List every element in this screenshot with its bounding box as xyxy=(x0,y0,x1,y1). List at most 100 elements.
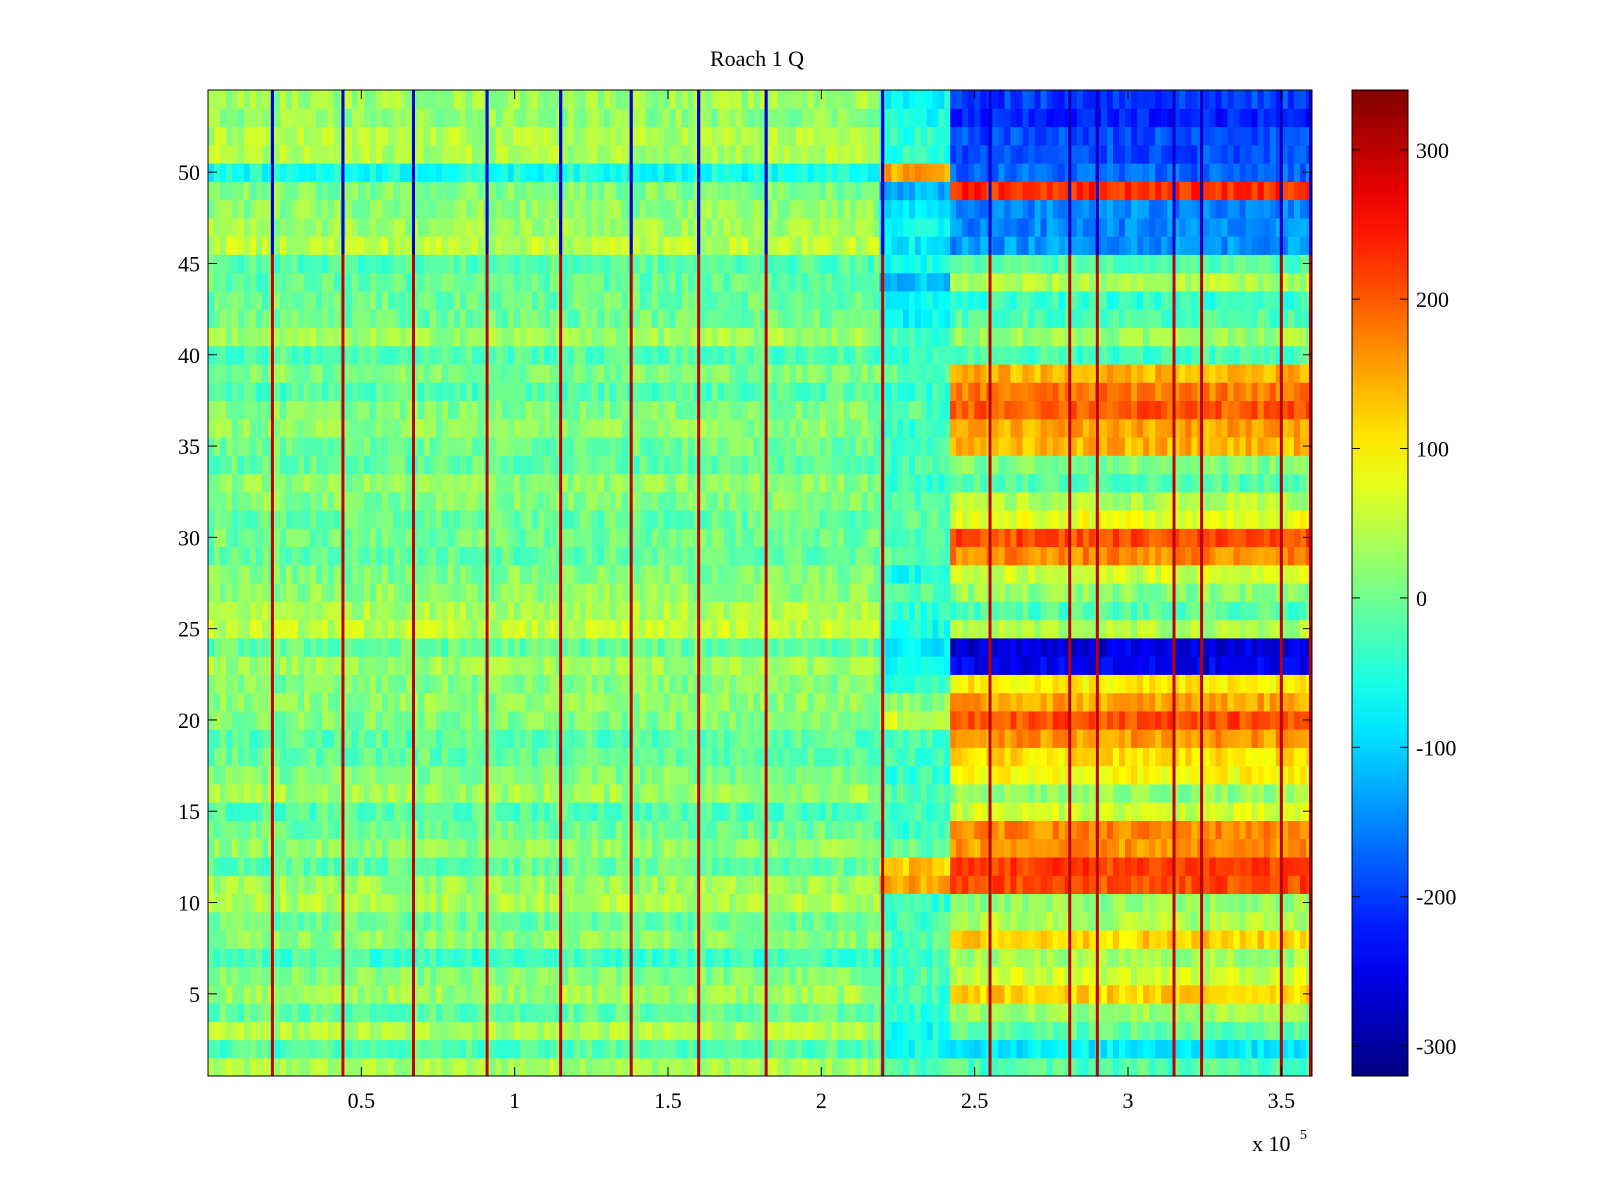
heatmap-cell xyxy=(214,509,221,529)
heatmap-cell xyxy=(393,1057,401,1076)
heatmap-cell xyxy=(633,838,641,858)
heatmap-cell xyxy=(711,272,719,292)
heatmap-cell xyxy=(399,382,407,402)
heatmap-cell xyxy=(783,564,791,584)
heatmap-cell xyxy=(243,1021,251,1041)
heatmap-cell xyxy=(693,345,701,365)
heatmap-cell xyxy=(411,528,419,548)
heatmap-cell xyxy=(315,436,323,456)
heatmap-cell xyxy=(219,363,227,383)
heatmap-cell xyxy=(693,363,701,383)
heatmap-cell xyxy=(789,875,797,895)
heatmap-cell xyxy=(579,747,587,767)
heatmap-cell xyxy=(747,400,755,420)
heatmap-cell xyxy=(453,911,461,931)
heatmap-cell xyxy=(843,290,851,310)
heatmap-cell xyxy=(633,382,641,402)
heatmap-cell xyxy=(465,1021,473,1041)
heatmap-cell xyxy=(214,528,221,548)
heatmap-cell xyxy=(405,747,413,767)
heatmap-cell xyxy=(285,929,293,949)
heatmap-cell xyxy=(531,1021,539,1041)
heatmap-cell xyxy=(225,893,233,913)
heatmap-cell xyxy=(609,619,617,639)
heatmap-cell xyxy=(861,893,869,913)
heatmap-cell xyxy=(453,948,461,968)
heatmap-cell xyxy=(717,656,725,675)
heatmap-cell xyxy=(597,820,605,840)
heatmap-cell xyxy=(807,692,815,712)
heatmap-cell xyxy=(333,491,341,511)
heatmap-cell xyxy=(309,546,317,566)
heatmap-cell xyxy=(381,674,389,694)
heatmap-cell xyxy=(747,473,755,493)
heatmap-cell xyxy=(543,692,551,712)
heatmap-cell xyxy=(651,309,659,328)
heatmap-cell xyxy=(771,509,779,529)
heatmap-cell xyxy=(309,528,317,548)
heatmap-cell xyxy=(321,948,329,968)
heatmap-cell xyxy=(567,601,575,621)
heatmap-cell xyxy=(699,583,707,602)
heatmap-cell xyxy=(567,327,575,347)
heatmap-cell xyxy=(255,509,263,529)
heatmap-cell xyxy=(867,911,875,931)
heatmap-cell xyxy=(315,656,323,675)
heatmap-cell xyxy=(555,710,563,730)
heatmap-cell xyxy=(291,820,299,840)
heatmap-cell xyxy=(531,984,539,1004)
heatmap-cell xyxy=(381,564,389,584)
heatmap-cell xyxy=(225,710,233,730)
heatmap-cell xyxy=(285,710,293,730)
heatmap-cell xyxy=(699,911,707,931)
heatmap-cell xyxy=(753,637,761,657)
heatmap-cell xyxy=(843,564,851,584)
heatmap-cell xyxy=(645,674,653,694)
heatmap-cell xyxy=(765,509,773,529)
heatmap-cell xyxy=(399,564,407,584)
heatmap-cell xyxy=(327,783,335,803)
heatmap-cell xyxy=(555,436,563,456)
heatmap-cell xyxy=(843,1021,851,1041)
heatmap-cell xyxy=(639,1039,647,1059)
heatmap-cell xyxy=(381,528,389,548)
heatmap-cell xyxy=(375,546,383,566)
heatmap-cell xyxy=(657,619,665,639)
heatmap-cell xyxy=(291,272,299,292)
heatmap-cell xyxy=(327,1039,335,1059)
heatmap-cell xyxy=(699,692,707,712)
heatmap-cell xyxy=(765,601,773,621)
heatmap-cell xyxy=(735,1021,743,1041)
heatmap-cell xyxy=(687,911,695,931)
heatmap-cell xyxy=(279,619,287,639)
heatmap-cell xyxy=(214,802,221,821)
heatmap-cell xyxy=(795,729,803,748)
heatmap-cell xyxy=(573,272,581,292)
heatmap-cell xyxy=(357,729,365,748)
heatmap-cell xyxy=(825,674,833,694)
heatmap-cell xyxy=(711,893,719,913)
heatmap-cell xyxy=(765,765,773,785)
heatmap-cell xyxy=(759,509,767,529)
heatmap-cell xyxy=(855,455,863,475)
heatmap-cell xyxy=(789,966,797,986)
heatmap-cell xyxy=(519,966,527,986)
heatmap-cell xyxy=(507,473,515,493)
heatmap-cell xyxy=(208,875,215,895)
heatmap-cell xyxy=(675,747,683,767)
heatmap-cell xyxy=(297,783,305,803)
heatmap-cell xyxy=(405,710,413,730)
heatmap-cell xyxy=(357,400,365,420)
heatmap-cell xyxy=(465,583,473,602)
heatmap-cell xyxy=(753,382,761,402)
heatmap-cell xyxy=(711,546,719,566)
heatmap-cell xyxy=(249,509,257,529)
heatmap-cell xyxy=(867,747,875,767)
heatmap-cell xyxy=(297,802,305,821)
heatmap-cell xyxy=(363,619,371,639)
heatmap-cell xyxy=(729,400,737,420)
heatmap-cell xyxy=(597,875,605,895)
heatmap-cell xyxy=(219,948,227,968)
heatmap-cell xyxy=(645,546,653,566)
heatmap-cell xyxy=(333,710,341,730)
